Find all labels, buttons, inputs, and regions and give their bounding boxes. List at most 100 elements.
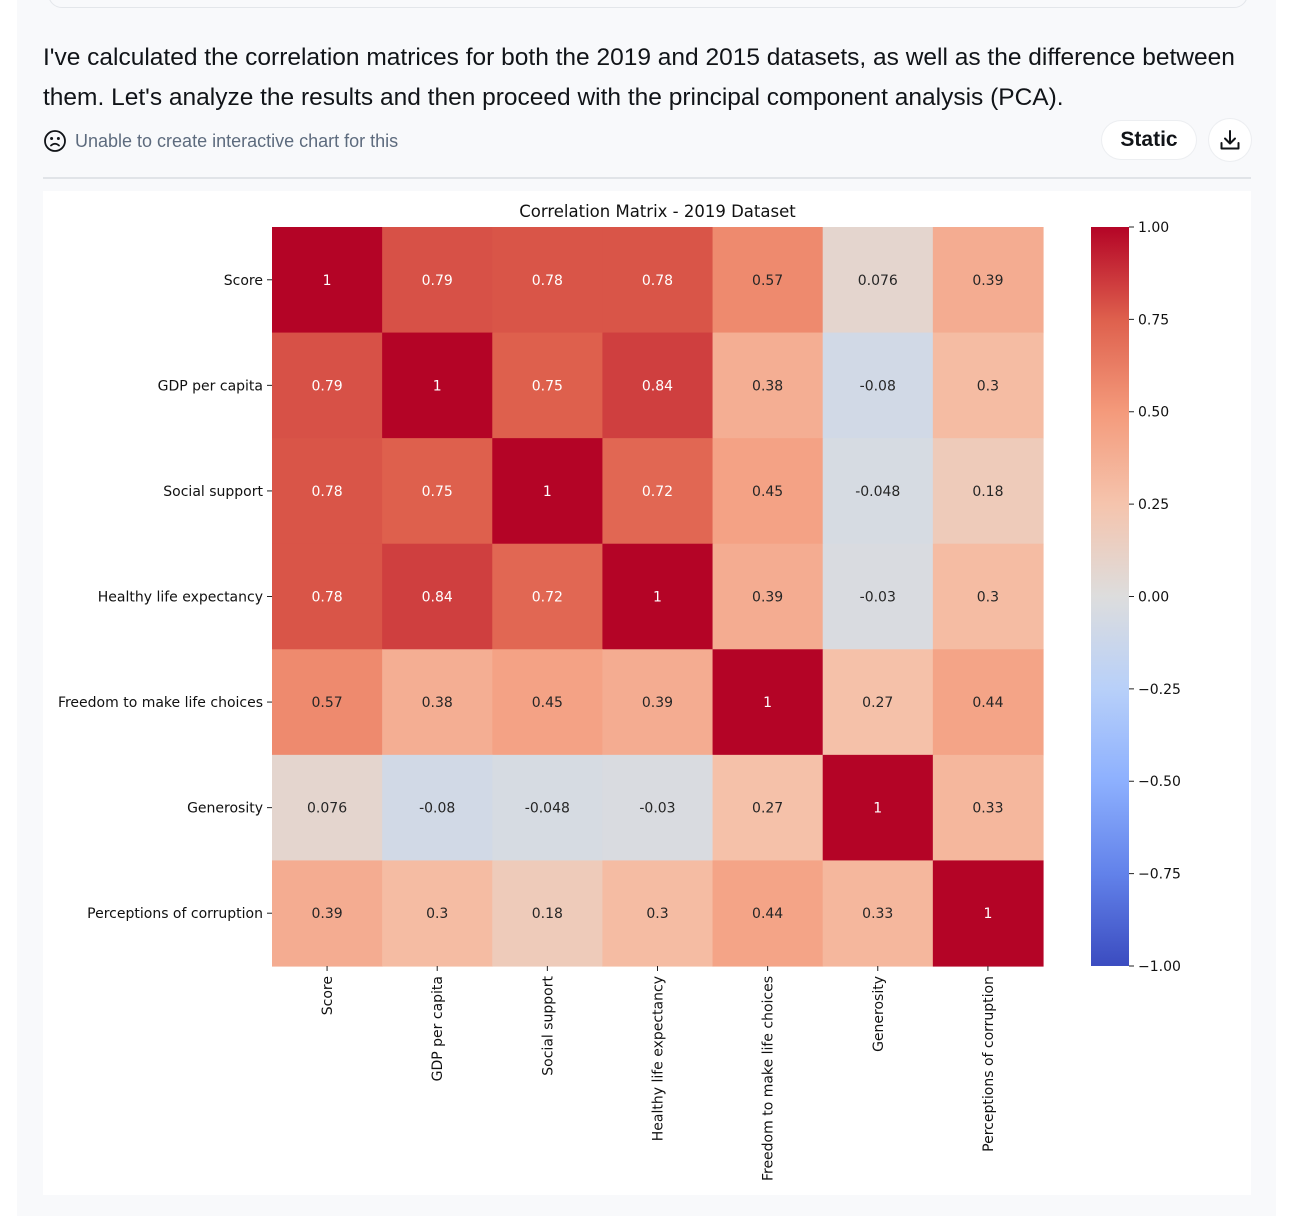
y-tick-label: Healthy life expectancy bbox=[98, 589, 263, 605]
x-tick-label: Healthy life expectancy bbox=[650, 976, 666, 1141]
y-tick-label: Generosity bbox=[187, 801, 263, 817]
cell-value-label: 0.076 bbox=[858, 273, 898, 289]
cell-value-label: 0.72 bbox=[642, 484, 673, 500]
heatmap-cell bbox=[822, 543, 934, 650]
cell-value-label: 0.3 bbox=[977, 378, 999, 394]
cell-value-label: 0.076 bbox=[307, 801, 347, 817]
colorbar-tick-label: 1.00 bbox=[1138, 220, 1169, 236]
cell-value-label: 0.79 bbox=[422, 273, 453, 289]
cell-value-label: 0.45 bbox=[752, 484, 783, 500]
chart-status-text: Unable to create interactive chart for t… bbox=[75, 130, 399, 151]
colorbar-tick-label: −0.50 bbox=[1138, 774, 1181, 790]
y-tick-label: GDP per capita bbox=[158, 378, 263, 394]
cell-value-label: 0.44 bbox=[752, 906, 783, 922]
correlation-heatmap: Correlation Matrix - 2019 Dataset 1 0.79 0.… bbox=[58, 202, 1181, 1181]
download-button[interactable] bbox=[1209, 119, 1251, 161]
heatmap-cell bbox=[712, 754, 824, 862]
colorbar-tick-label: 0.25 bbox=[1138, 497, 1169, 513]
heatmap-cell bbox=[822, 754, 934, 862]
heatmap-cell bbox=[272, 649, 383, 756]
cell-value-label: -0.03 bbox=[860, 589, 896, 605]
heatmap-cell bbox=[712, 438, 824, 545]
heatmap-cell bbox=[492, 649, 604, 756]
cell-value-label: 0.38 bbox=[422, 695, 453, 711]
colorbar bbox=[1091, 227, 1129, 966]
cell-value-label: 0.38 bbox=[752, 378, 783, 394]
heatmap-cell bbox=[822, 649, 934, 756]
heatmap-cell bbox=[492, 227, 604, 334]
heatmap-cell bbox=[932, 543, 1044, 650]
heatmap-cell bbox=[932, 438, 1044, 545]
x-tick-label: Freedom to make life choices bbox=[761, 976, 777, 1181]
heatmap-cell bbox=[602, 649, 714, 756]
heatmap-cell bbox=[602, 860, 714, 967]
static-toggle-button[interactable]: Static bbox=[1102, 121, 1196, 159]
cell-value-label: 1 bbox=[983, 906, 992, 922]
cell-value-label: 1 bbox=[433, 378, 442, 394]
cell-value-label: -0.08 bbox=[860, 378, 896, 394]
cell-value-label: 1 bbox=[323, 273, 332, 289]
download-icon bbox=[1218, 128, 1242, 152]
cell-value-label: 0.27 bbox=[752, 801, 783, 817]
heatmap-cell bbox=[492, 860, 604, 967]
previous-message-card bbox=[48, 0, 1248, 8]
heatmap-cell bbox=[932, 227, 1044, 334]
cell-value-label: -0.048 bbox=[855, 484, 900, 500]
colorbar-tick-label: 0.50 bbox=[1138, 405, 1169, 421]
heatmap-cell bbox=[382, 543, 493, 650]
heatmap-cell bbox=[602, 543, 714, 650]
cell-value-label: 0.75 bbox=[532, 378, 563, 394]
colorbar-tick-label: −0.25 bbox=[1138, 682, 1181, 698]
cell-value-label: 0.57 bbox=[752, 273, 783, 289]
heatmap-cell bbox=[712, 227, 824, 334]
x-tick-label: Perceptions of corruption bbox=[981, 976, 997, 1152]
divider bbox=[43, 177, 1251, 179]
cell-value-label: 0.75 bbox=[422, 484, 453, 500]
heatmap-cell bbox=[602, 227, 714, 334]
heatmap-cell bbox=[822, 227, 934, 334]
heatmap-cell bbox=[932, 860, 1044, 967]
cell-value-label: -0.03 bbox=[639, 801, 675, 817]
sad-face-icon bbox=[43, 129, 67, 153]
y-tick-label: Perceptions of corruption bbox=[87, 906, 263, 922]
x-tick-label: Generosity bbox=[871, 976, 887, 1052]
heatmap-cell bbox=[932, 332, 1044, 439]
heatmap-cell bbox=[492, 543, 604, 650]
heatmap-cell bbox=[712, 332, 824, 439]
heatmap-cell bbox=[712, 860, 824, 967]
colorbar-tick-label: −1.00 bbox=[1138, 959, 1181, 975]
cell-value-label: 0.78 bbox=[532, 273, 563, 289]
heatmap-cell bbox=[712, 649, 824, 756]
cell-value-label: 1 bbox=[653, 589, 662, 605]
colorbar-tick-label: −0.75 bbox=[1138, 867, 1181, 883]
cell-value-label: 0.79 bbox=[311, 378, 342, 394]
cell-value-label: -0.048 bbox=[525, 801, 570, 817]
cell-value-label: 0.3 bbox=[977, 589, 999, 605]
heatmap-cell bbox=[382, 332, 493, 439]
cell-value-label: 1 bbox=[543, 484, 552, 500]
heatmap-cell bbox=[272, 860, 383, 967]
heatmap-cell bbox=[822, 860, 934, 967]
cell-value-label: 0.45 bbox=[532, 695, 563, 711]
assistant-message: I've calculated the correlation matrices… bbox=[43, 44, 1235, 111]
cell-value-label: 0.39 bbox=[752, 589, 783, 605]
cell-value-label: 0.44 bbox=[972, 695, 1003, 711]
heatmap-cell bbox=[382, 438, 493, 545]
heatmap-cell bbox=[492, 438, 604, 545]
y-tick-label: Score bbox=[224, 273, 263, 289]
heatmap-cell bbox=[272, 754, 383, 862]
heatmap-cell bbox=[822, 332, 934, 439]
chart-title: Correlation Matrix - 2019 Dataset bbox=[519, 202, 796, 221]
heatmap-cell bbox=[382, 227, 493, 334]
cell-value-label: 1 bbox=[873, 801, 882, 817]
colorbar-tick-label: 0.75 bbox=[1138, 312, 1169, 328]
heatmap-cell bbox=[272, 227, 383, 334]
heatmap-cell bbox=[712, 543, 824, 650]
cell-value-label: 0.84 bbox=[642, 378, 673, 394]
cell-value-label: 0.3 bbox=[426, 906, 448, 922]
cell-value-label: -0.08 bbox=[419, 801, 455, 817]
heatmap-cell bbox=[492, 332, 604, 439]
colorbar-tick-label: 0.00 bbox=[1138, 589, 1169, 605]
heatmap-cell bbox=[272, 438, 383, 545]
chart-card: Correlation Matrix - 2019 Dataset 1 0.79 0.… bbox=[43, 191, 1251, 1195]
